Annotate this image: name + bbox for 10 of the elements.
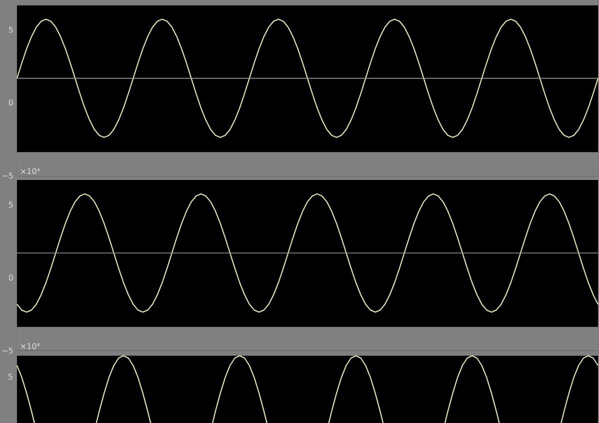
y-tick-label: −5 <box>2 346 14 356</box>
y-tick-label: 0 <box>8 98 14 108</box>
y-tick-label: 0 <box>8 273 14 282</box>
annotation: ×10⁴ <box>20 167 40 176</box>
line-series <box>16 193 599 313</box>
y-tick-label: 5 <box>8 26 14 35</box>
line-series <box>16 18 599 138</box>
annotation: ×10⁴ <box>20 342 40 351</box>
y-tick-label: −5 <box>2 172 14 181</box>
y-tick-label: 5 <box>8 200 14 210</box>
